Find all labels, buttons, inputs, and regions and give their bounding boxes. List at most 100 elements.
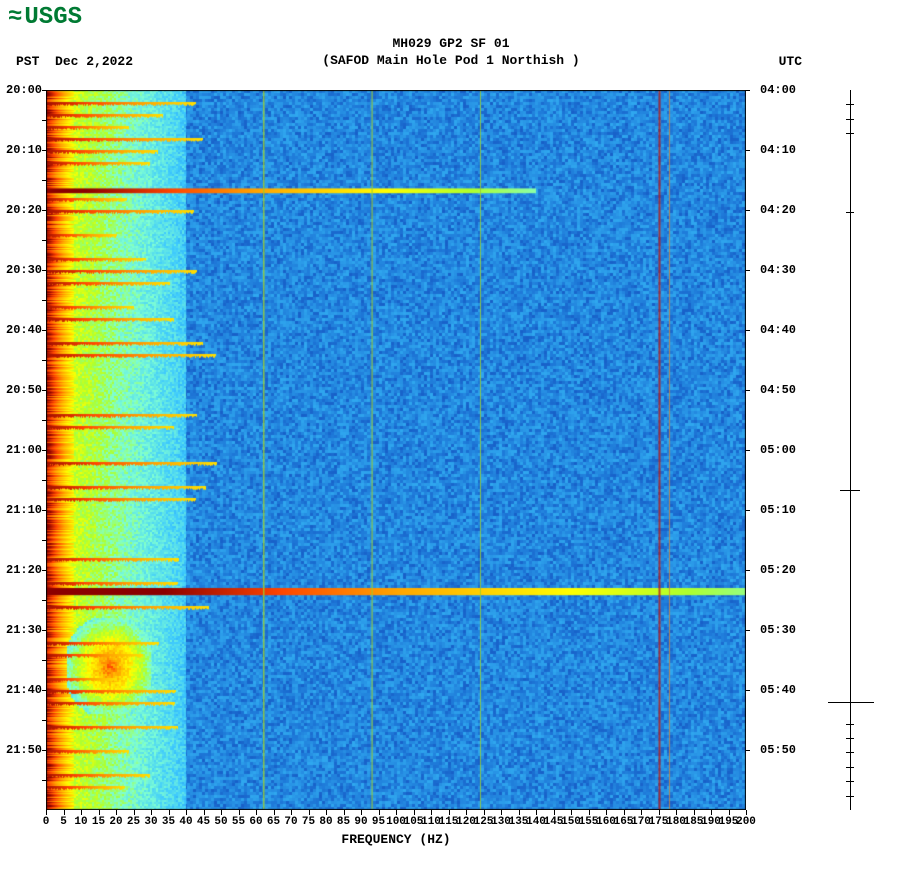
x-tick-mark [134, 810, 135, 815]
y-tick-mark [42, 450, 46, 451]
x-tick-mark [449, 810, 450, 815]
x-tick-mark [589, 810, 590, 815]
y-tick-mark [42, 180, 46, 181]
x-tick-mark [221, 810, 222, 815]
header-right: UTC [779, 54, 802, 69]
x-tick-label: 40 [179, 816, 192, 828]
x-tick-mark [519, 810, 520, 815]
y-tick-mark [42, 540, 46, 541]
x-tick-label: 85 [337, 816, 350, 828]
y-tick-mark [42, 150, 46, 151]
y-tick-mark [42, 330, 46, 331]
x-axis-title: FREQUENCY (HZ) [46, 832, 746, 847]
x-tick-label: 60 [249, 816, 262, 828]
x-tick-label: 70 [284, 816, 297, 828]
logo-text: USGS [24, 4, 82, 31]
x-tick-label: 20 [109, 816, 122, 828]
amp-tick [846, 212, 854, 213]
y-tick-label: 04:30 [760, 263, 796, 277]
y-tick-mark [42, 720, 46, 721]
x-tick-mark [624, 810, 625, 815]
spectrogram-canvas [46, 90, 746, 810]
x-tick-label: 90 [354, 816, 367, 828]
y-tick-mark [42, 420, 46, 421]
y-tick-mark [746, 510, 750, 511]
y-tick-mark [746, 210, 750, 211]
x-tick-mark [729, 810, 730, 815]
x-axis: FREQUENCY (HZ) 0510152025303540455055606… [46, 810, 746, 860]
y-tick-label: 20:30 [6, 263, 42, 277]
x-tick-mark [641, 810, 642, 815]
x-tick-mark [711, 810, 712, 815]
x-tick-mark [571, 810, 572, 815]
x-tick-mark [466, 810, 467, 815]
amp-tick [846, 752, 854, 753]
y-tick-mark [746, 630, 750, 631]
y-tick-label: 21:30 [6, 623, 42, 637]
x-tick-label: 45 [197, 816, 210, 828]
y-tick-mark [746, 390, 750, 391]
x-tick-mark [431, 810, 432, 815]
x-tick-mark [239, 810, 240, 815]
y-tick-mark [42, 360, 46, 361]
amp-tick [846, 119, 854, 120]
x-tick-mark [659, 810, 660, 815]
amp-tick [846, 738, 854, 739]
x-tick-mark [344, 810, 345, 815]
y-tick-label: 04:50 [760, 383, 796, 397]
x-tick-label: 80 [319, 816, 332, 828]
x-tick-label: 30 [144, 816, 157, 828]
y-tick-label: 20:10 [6, 143, 42, 157]
x-tick-mark [746, 810, 747, 815]
y-tick-label: 20:40 [6, 323, 42, 337]
left-tz-label: PST [16, 54, 39, 69]
x-tick-label: 15 [92, 816, 105, 828]
x-tick-label: 200 [736, 816, 756, 828]
x-tick-mark [291, 810, 292, 815]
x-tick-mark [536, 810, 537, 815]
y-tick-mark [42, 690, 46, 691]
y-tick-label: 05:30 [760, 623, 796, 637]
x-tick-mark [204, 810, 205, 815]
x-tick-mark [326, 810, 327, 815]
y-tick-mark [42, 510, 46, 511]
x-tick-mark [309, 810, 310, 815]
y-tick-mark [42, 300, 46, 301]
x-tick-label: 50 [214, 816, 227, 828]
x-tick-mark [554, 810, 555, 815]
y-tick-label: 05:50 [760, 743, 796, 757]
right-tz-label: UTC [779, 54, 802, 69]
spectrogram-plot [46, 90, 746, 810]
y-tick-label: 21:50 [6, 743, 42, 757]
x-tick-label: 95 [372, 816, 385, 828]
y-tick-label: 20:00 [6, 83, 42, 97]
x-tick-label: 35 [162, 816, 175, 828]
x-tick-mark [81, 810, 82, 815]
x-tick-mark [64, 810, 65, 815]
y-tick-mark [746, 330, 750, 331]
y-tick-mark [42, 630, 46, 631]
amp-tick [840, 490, 860, 491]
y-tick-mark [42, 90, 46, 91]
title-line-2: (SAFOD Main Hole Pod 1 Northish ) [0, 53, 902, 70]
x-tick-label: 0 [43, 816, 50, 828]
x-tick-mark [151, 810, 152, 815]
y-tick-mark [746, 270, 750, 271]
chart-title: MH029 GP2 SF 01 (SAFOD Main Hole Pod 1 N… [0, 36, 902, 70]
y-tick-mark [746, 450, 750, 451]
y-tick-mark [42, 240, 46, 241]
y-tick-mark [42, 570, 46, 571]
y-tick-label: 21:20 [6, 563, 42, 577]
x-tick-mark [99, 810, 100, 815]
y-tick-mark [746, 750, 750, 751]
y-tick-mark [42, 660, 46, 661]
y-tick-label: 21:10 [6, 503, 42, 517]
y-tick-mark [746, 690, 750, 691]
x-tick-mark [414, 810, 415, 815]
x-tick-mark [116, 810, 117, 815]
logo-wave-icon: ≈ [8, 4, 22, 31]
y-tick-mark [746, 90, 750, 91]
x-tick-mark [676, 810, 677, 815]
x-tick-mark [361, 810, 362, 815]
amplitude-axis [820, 90, 880, 810]
